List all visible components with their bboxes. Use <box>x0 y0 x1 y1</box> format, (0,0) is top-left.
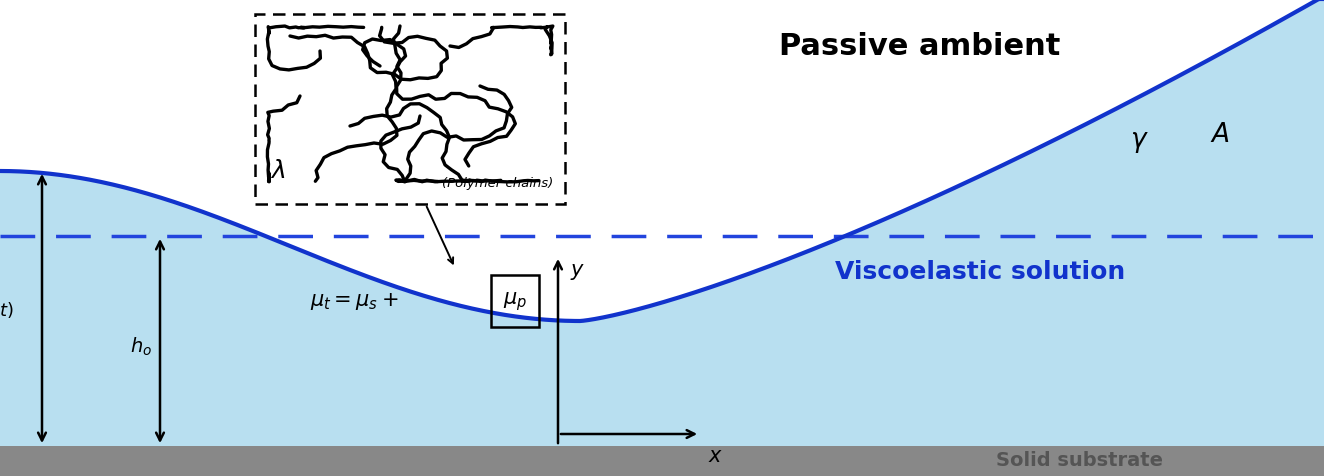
Text: $y$: $y$ <box>571 261 585 281</box>
Text: $x$: $x$ <box>708 446 723 465</box>
Text: $\lambda$: $\lambda$ <box>270 159 285 183</box>
Bar <box>256 15 565 205</box>
Text: Viscoelastic solution: Viscoelastic solution <box>835 259 1125 283</box>
Text: Passive ambient: Passive ambient <box>780 32 1061 61</box>
Text: $h(x,t)$: $h(x,t)$ <box>0 299 15 319</box>
Text: $h_o$: $h_o$ <box>130 335 152 357</box>
Text: $\mu_p$: $\mu_p$ <box>503 290 527 313</box>
Polygon shape <box>0 0 1324 446</box>
Text: (Polymer chains): (Polymer chains) <box>442 177 553 189</box>
Text: $A$: $A$ <box>1210 122 1230 147</box>
Bar <box>491 276 539 327</box>
Text: $\mu_t = \mu_s +$: $\mu_t = \mu_s +$ <box>310 291 399 312</box>
Bar <box>0 446 1324 476</box>
Text: $\gamma$: $\gamma$ <box>1129 130 1149 155</box>
Text: Solid substrate: Solid substrate <box>997 451 1164 469</box>
